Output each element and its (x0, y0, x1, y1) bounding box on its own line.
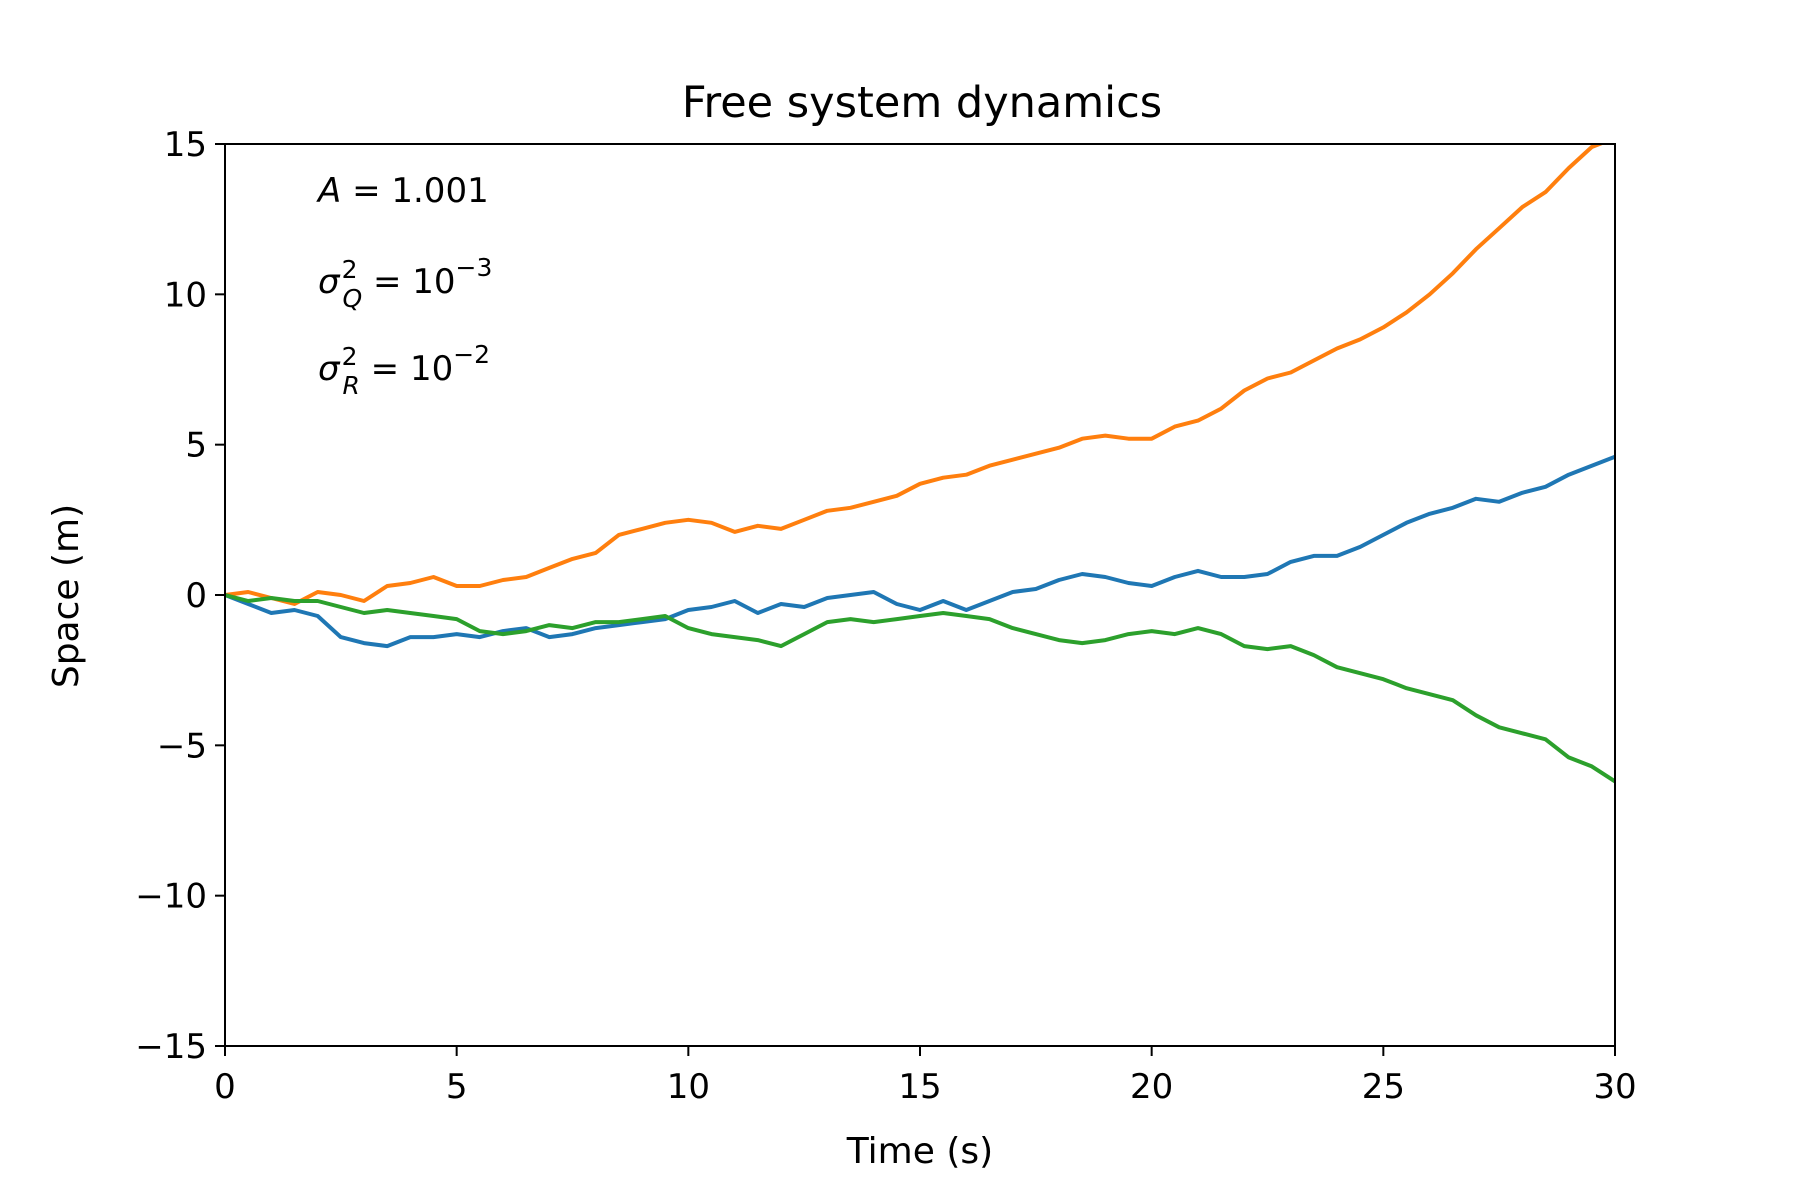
annotation-sigma-r: σ2 R = 10−2 (318, 340, 490, 400)
series-line-3 (225, 593, 1615, 784)
x-tick-label: 15 (898, 1067, 941, 1107)
annotation-q-exp: −3 (456, 253, 493, 282)
y-tick-label: 5 (185, 426, 207, 466)
annotation-q-sup: 2 (342, 255, 358, 284)
series-line-2 (225, 144, 1606, 606)
annotation-a-value: = 1.001 (341, 171, 488, 211)
annotation-r-exp: −2 (453, 340, 490, 369)
y-tick-label: −15 (135, 1027, 207, 1067)
annotation-a: A = 1.001 (316, 171, 489, 211)
chart-title: Free system dynamics (682, 78, 1162, 128)
y-tick-label: −5 (157, 726, 207, 766)
x-tick-label: 10 (667, 1067, 710, 1107)
x-tick-label: 30 (1593, 1067, 1636, 1107)
y-tick-label: −10 (135, 877, 207, 917)
annotation-a-symbol: A (316, 171, 341, 211)
annotation-r-sup: 2 (342, 342, 358, 371)
x-tick-label: 5 (446, 1067, 468, 1107)
x-tick-label: 20 (1130, 1067, 1173, 1107)
y-axis-ticks: −15 −10 −5 0 5 10 15 (135, 125, 225, 1067)
x-tick-label: 25 (1362, 1067, 1405, 1107)
annotation-q-sub: Q (342, 284, 362, 313)
annotation-q-value: = 10 (362, 262, 455, 302)
x-axis-ticks: 0 5 10 15 20 25 30 (214, 1046, 1637, 1107)
annotation-q-symbol: σ (318, 262, 341, 302)
x-tick-label: 0 (214, 1067, 236, 1107)
series-lines (225, 144, 1615, 784)
annotation-r-symbol: σ (318, 349, 341, 389)
y-tick-label: 10 (164, 275, 207, 315)
annotation-sigma-q: σ2 Q = 10−3 (318, 253, 492, 313)
annotation-r-sub: R (342, 371, 359, 400)
y-tick-label: 15 (164, 125, 207, 165)
x-axis-label: Time (s) (846, 1131, 993, 1172)
y-axis-label: Space (m) (46, 504, 87, 688)
series-line-1 (225, 454, 1615, 649)
annotation-r-value: = 10 (360, 349, 453, 389)
y-tick-label: 0 (185, 576, 207, 616)
